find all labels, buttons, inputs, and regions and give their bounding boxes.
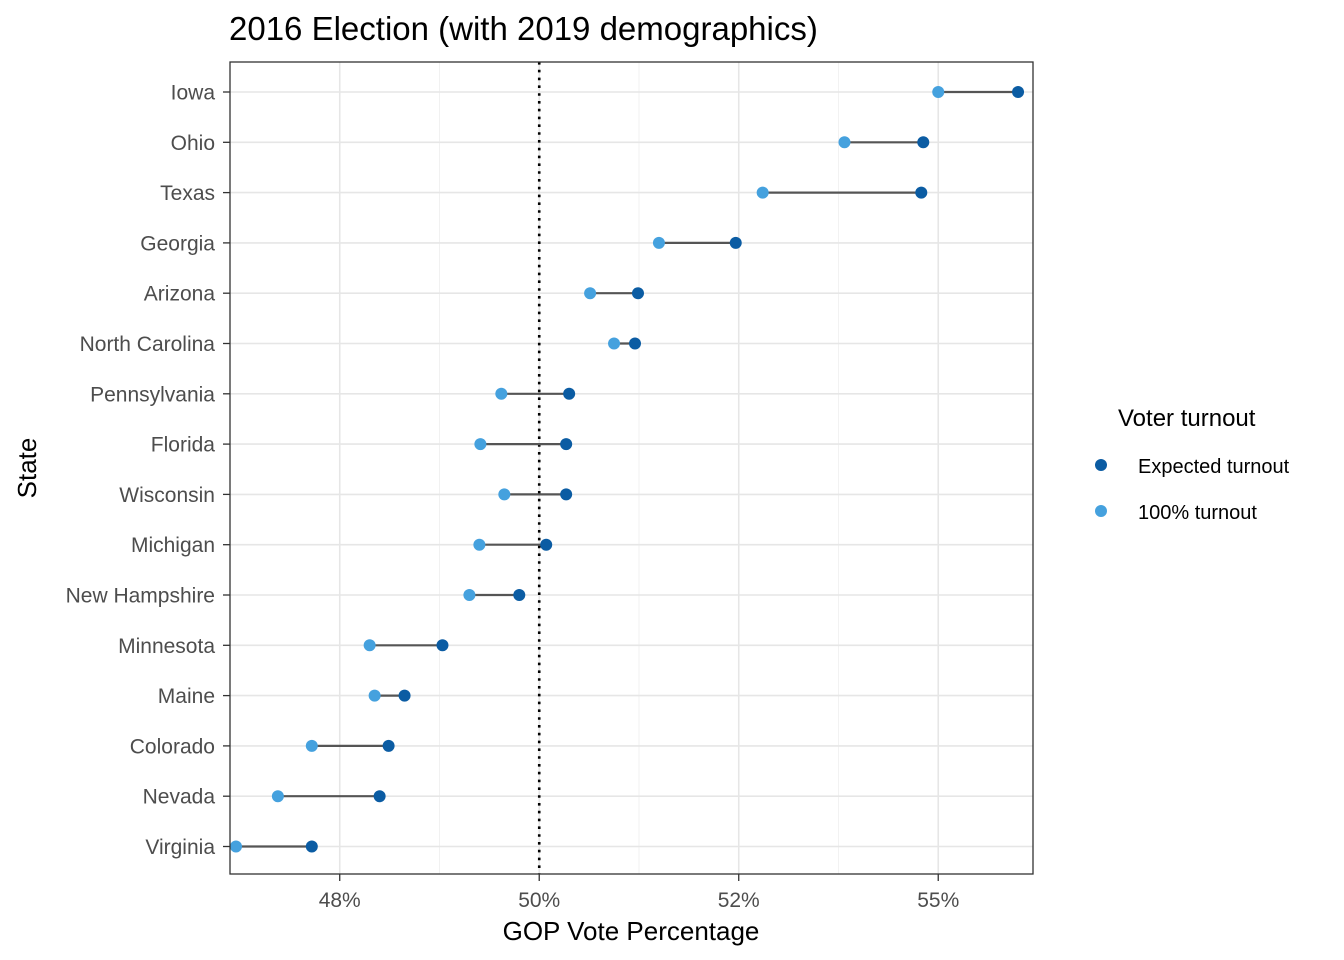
point-expected-turnout: [513, 589, 526, 601]
point-100-turnout: [229, 840, 242, 853]
y-axis-title: State: [12, 438, 42, 499]
point-100-turnout: [756, 186, 769, 199]
point-layer: [229, 86, 1025, 853]
point-100-turnout: [932, 86, 945, 98]
y-tick-label: Michigan: [131, 534, 215, 557]
point-100-turnout: [463, 589, 476, 601]
legend-label-full: 100% turnout: [1138, 502, 1257, 524]
x-axis-title: GOP Vote Percentage: [503, 916, 760, 946]
y-tick-label: New Hampshire: [66, 585, 215, 608]
y-tick-label: Maine: [158, 685, 215, 708]
point-100-turnout: [305, 739, 318, 752]
y-tick-label: Arizona: [144, 283, 216, 306]
y-tick-label: Minnesota: [118, 635, 215, 658]
legend-marker-full: [1095, 505, 1107, 517]
x-tick-label: 55%: [917, 889, 959, 912]
plot-border: [229, 61, 1034, 875]
chart-title: 2016 Election (with 2019 demographics): [229, 10, 818, 47]
point-expected-turnout: [540, 538, 553, 551]
point-expected-turnout: [628, 337, 641, 350]
y-tick-label: Texas: [160, 182, 215, 205]
legend-marker-expected: [1095, 459, 1107, 471]
point-100-turnout: [495, 387, 508, 400]
point-100-turnout: [608, 337, 621, 350]
x-axis: 48% 50% 52% 55%: [319, 874, 959, 912]
point-expected-turnout: [631, 287, 644, 300]
point-100-turnout: [363, 639, 376, 652]
point-100-turnout: [652, 236, 665, 249]
point-expected-turnout: [917, 136, 930, 149]
segment-layer: [235, 90, 1019, 848]
point-100-turnout: [498, 488, 511, 501]
point-100-turnout: [474, 438, 487, 451]
point-expected-turnout: [382, 739, 395, 752]
y-axis: Iowa Ohio Texas Georgia Arizona North Carolin…: [66, 82, 230, 859]
point-100-turnout: [838, 136, 851, 149]
y-tick-label: North Carolina: [80, 333, 216, 356]
point-expected-turnout: [560, 438, 573, 451]
point-expected-turnout: [436, 639, 449, 652]
y-tick-label: Colorado: [130, 735, 215, 758]
x-tick-label: 50%: [518, 889, 560, 912]
point-expected-turnout: [1012, 86, 1025, 98]
y-tick-label: Iowa: [171, 82, 216, 105]
point-expected-turnout: [915, 186, 928, 199]
x-tick-label: 52%: [718, 889, 760, 912]
point-expected-turnout: [398, 689, 411, 702]
point-expected-turnout: [563, 387, 576, 400]
legend: Voter turnout Expected turnout 100% turn…: [1095, 405, 1290, 524]
legend-label-expected: Expected turnout: [1138, 456, 1290, 478]
y-tick-label: Nevada: [143, 786, 216, 809]
point-100-turnout: [584, 287, 597, 300]
y-tick-label: Georgia: [140, 232, 215, 255]
y-tick-label: Ohio: [171, 132, 215, 155]
y-tick-label: Florida: [151, 434, 216, 457]
x-tick-label: 48%: [319, 889, 361, 912]
point-expected-turnout: [373, 790, 386, 803]
point-100-turnout: [271, 790, 284, 803]
y-tick-label: Wisconsin: [119, 484, 215, 507]
point-expected-turnout: [560, 488, 573, 501]
y-tick-label: Virginia: [145, 836, 215, 859]
point-100-turnout: [473, 538, 486, 551]
legend-title: Voter turnout: [1118, 405, 1256, 432]
plot-panel: [230, 62, 1033, 874]
point-expected-turnout: [729, 236, 742, 249]
y-tick-label: Pennsylvania: [90, 383, 215, 406]
point-expected-turnout: [305, 840, 318, 853]
point-100-turnout: [368, 689, 381, 702]
